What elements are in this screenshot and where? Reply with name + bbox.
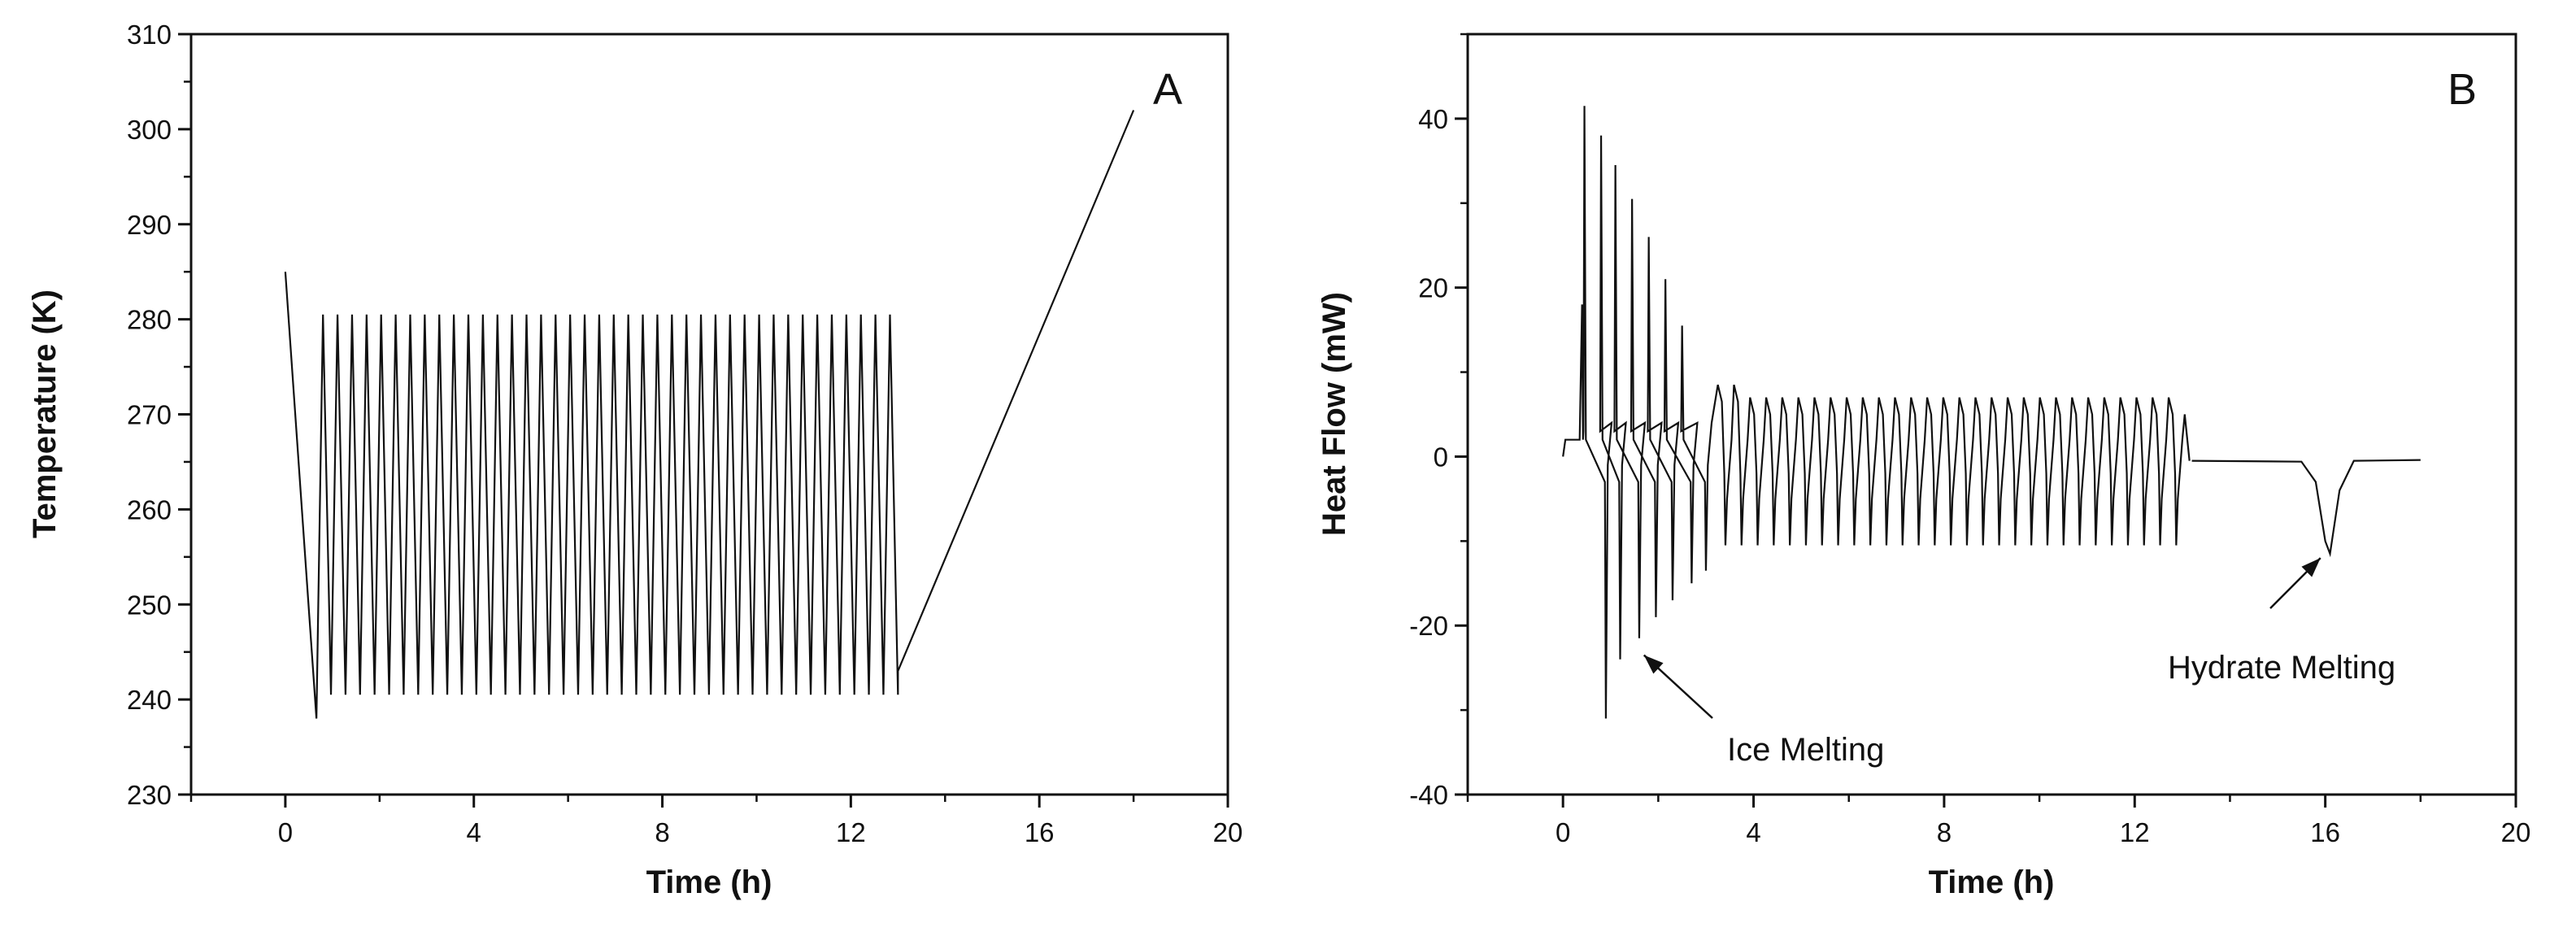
- temperature-chart: 0 4 8 12 16 20 230 240 250 260 270 280 290 300 310 A T…: [27, 20, 1243, 900]
- x-tick-label: 20: [2501, 817, 2531, 847]
- chart-panel-b: 0 4 8 12 16 20 -40 -20 0 20 40 B Time (h) Heat Flo…: [1288, 0, 2576, 941]
- x-axis-title: Time (h): [1929, 864, 2055, 900]
- plot-frame: [1466, 33, 2517, 796]
- x-axis-title: Time (h): [646, 864, 772, 900]
- y-tick-label: 300: [127, 115, 172, 145]
- x-tick-label: 8: [1937, 817, 1952, 847]
- x-tick-label: 0: [278, 817, 293, 847]
- temperature-series-line: [284, 110, 1135, 719]
- x-tick-label: 4: [467, 817, 481, 847]
- ice-melting-label: Ice Melting: [1727, 732, 1884, 768]
- x-tick-label: 16: [2310, 817, 2340, 847]
- x-tick-label: 20: [1213, 817, 1243, 847]
- y-tick-label: 260: [127, 494, 172, 525]
- y-tick-label: 310: [127, 20, 172, 50]
- y-tick-label: 20: [1418, 273, 1448, 303]
- x-tick-label: 8: [655, 817, 669, 847]
- y-tick-label: 250: [127, 590, 172, 620]
- x-tick-label: 12: [836, 817, 866, 847]
- y-tick-label: 240: [127, 685, 172, 715]
- heat-flow-series-line: [1562, 106, 2191, 719]
- y-tick-label: 40: [1418, 104, 1448, 134]
- ice-melting-arrowhead: [1643, 655, 1664, 674]
- y-tick-label: 270: [127, 400, 172, 430]
- y-tick-label: 0: [1434, 442, 1448, 472]
- chart-panel-a: 0 4 8 12 16 20 230 240 250 260 270 280 290 300 310 A T…: [0, 0, 1288, 941]
- y-axis-title: Temperature (K): [27, 290, 63, 538]
- y-tick-label: 230: [127, 780, 172, 810]
- x-tick-label: 4: [1746, 817, 1760, 847]
- heat-flow-chart: 0 4 8 12 16 20 -40 -20 0 20 40 B Time (h) Heat Flo…: [1316, 33, 2531, 900]
- x-tick-label: 16: [1025, 817, 1055, 847]
- y-tick-label: -20: [1409, 611, 1448, 641]
- y-axis-title: Heat Flow (mW): [1316, 292, 1352, 536]
- x-tick-label: 12: [2120, 817, 2150, 847]
- hydrate-melting-series-line: [2191, 459, 2421, 558]
- x-tick-label: 0: [1556, 817, 1570, 847]
- panel-letter-a: A: [1153, 65, 1182, 114]
- panel-letter-b: B: [2448, 65, 2477, 114]
- hydrate-melting-label: Hydrate Melting: [2168, 650, 2395, 686]
- y-tick-label: 290: [127, 210, 172, 240]
- hydrate-melting-arrowhead: [2301, 558, 2321, 577]
- y-tick-label: -40: [1409, 780, 1448, 810]
- y-tick-label: 280: [127, 305, 172, 335]
